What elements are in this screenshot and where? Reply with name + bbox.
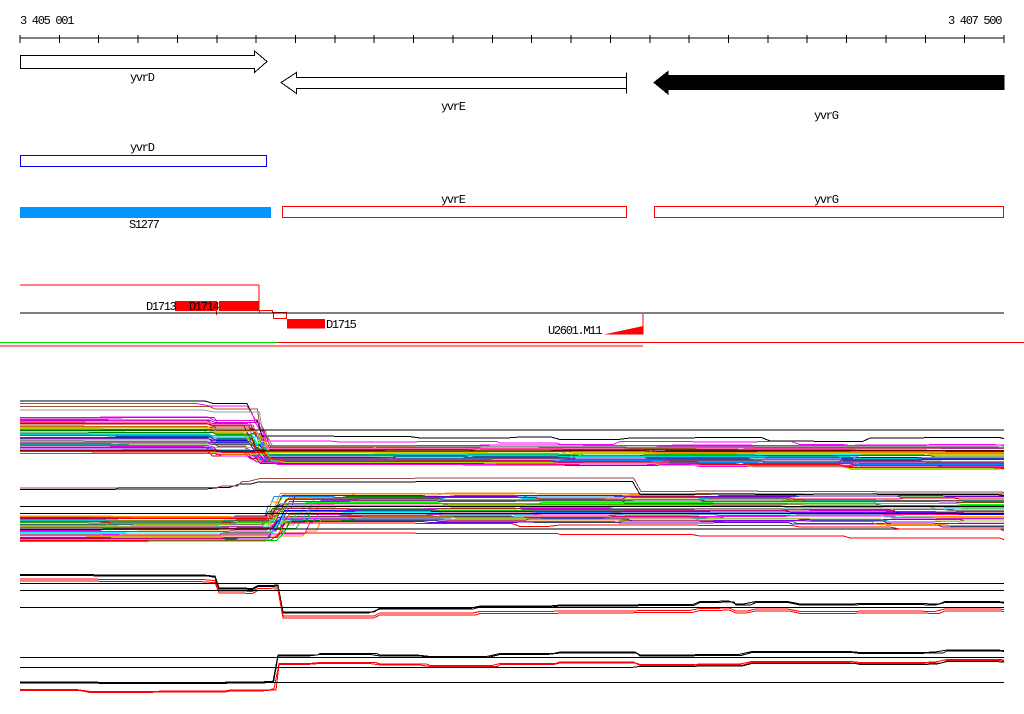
svg-text:yvrD: yvrD: [130, 71, 155, 85]
svg-text:yvrG: yvrG: [814, 193, 839, 207]
svg-text:D1715: D1715: [326, 318, 357, 332]
svg-text:3 405 001: 3 405 001: [20, 14, 74, 28]
svg-text:yvrE: yvrE: [441, 100, 466, 114]
svg-text:D1713: D1713: [146, 300, 177, 314]
svg-text:yvrG: yvrG: [814, 109, 839, 123]
svg-text:3 407 500: 3 407 500: [948, 14, 1002, 28]
svg-text:yvrD: yvrD: [130, 141, 155, 155]
svg-text:S1277: S1277: [129, 218, 160, 232]
svg-text:U2601.M11: U2601.M11: [548, 324, 602, 338]
svg-text:D1714: D1714: [189, 300, 220, 314]
svg-text:yvrE: yvrE: [441, 193, 466, 207]
